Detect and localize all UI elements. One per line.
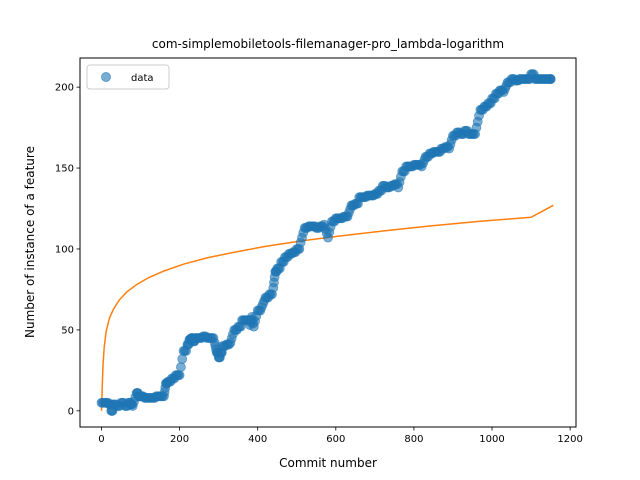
data-points-layer: [96, 69, 556, 416]
x-tick-label: 1200: [557, 434, 582, 445]
axes-frame: [79, 57, 577, 428]
legend: data: [86, 64, 170, 90]
x-axis-label: Commit number: [279, 456, 377, 470]
legend-label: data: [131, 73, 154, 84]
y-tick-label: 0: [68, 406, 74, 417]
fit-line-layer: [100, 204, 554, 411]
data-point: [545, 74, 556, 84]
x-axis-ticks: 0 200 400 600 800 1000 1200: [98, 427, 583, 445]
legend-marker: [101, 72, 111, 82]
x-tick-label: 600: [326, 434, 345, 445]
x-tick-label: 800: [404, 434, 423, 445]
y-tick-label: 100: [55, 244, 74, 255]
y-axis-label: Number of instance of a feature: [23, 146, 37, 338]
y-tick-label: 200: [55, 83, 74, 94]
fit-curve: [100, 204, 554, 411]
data-point: [177, 354, 188, 364]
y-axis-ticks: 0 50 100 150 200: [55, 83, 80, 417]
y-tick-label: 50: [61, 325, 74, 336]
x-tick-label: 200: [170, 434, 189, 445]
data-point: [175, 362, 186, 373]
x-tick-label: 400: [248, 434, 267, 445]
legend-box: [86, 64, 170, 90]
x-tick-label: 1000: [479, 434, 504, 445]
x-tick-label: 0: [98, 434, 104, 445]
y-tick-label: 150: [55, 164, 74, 175]
data-point: [174, 370, 185, 381]
chart-title: com-simplemobiletools-filemanager-pro_la…: [152, 37, 504, 51]
